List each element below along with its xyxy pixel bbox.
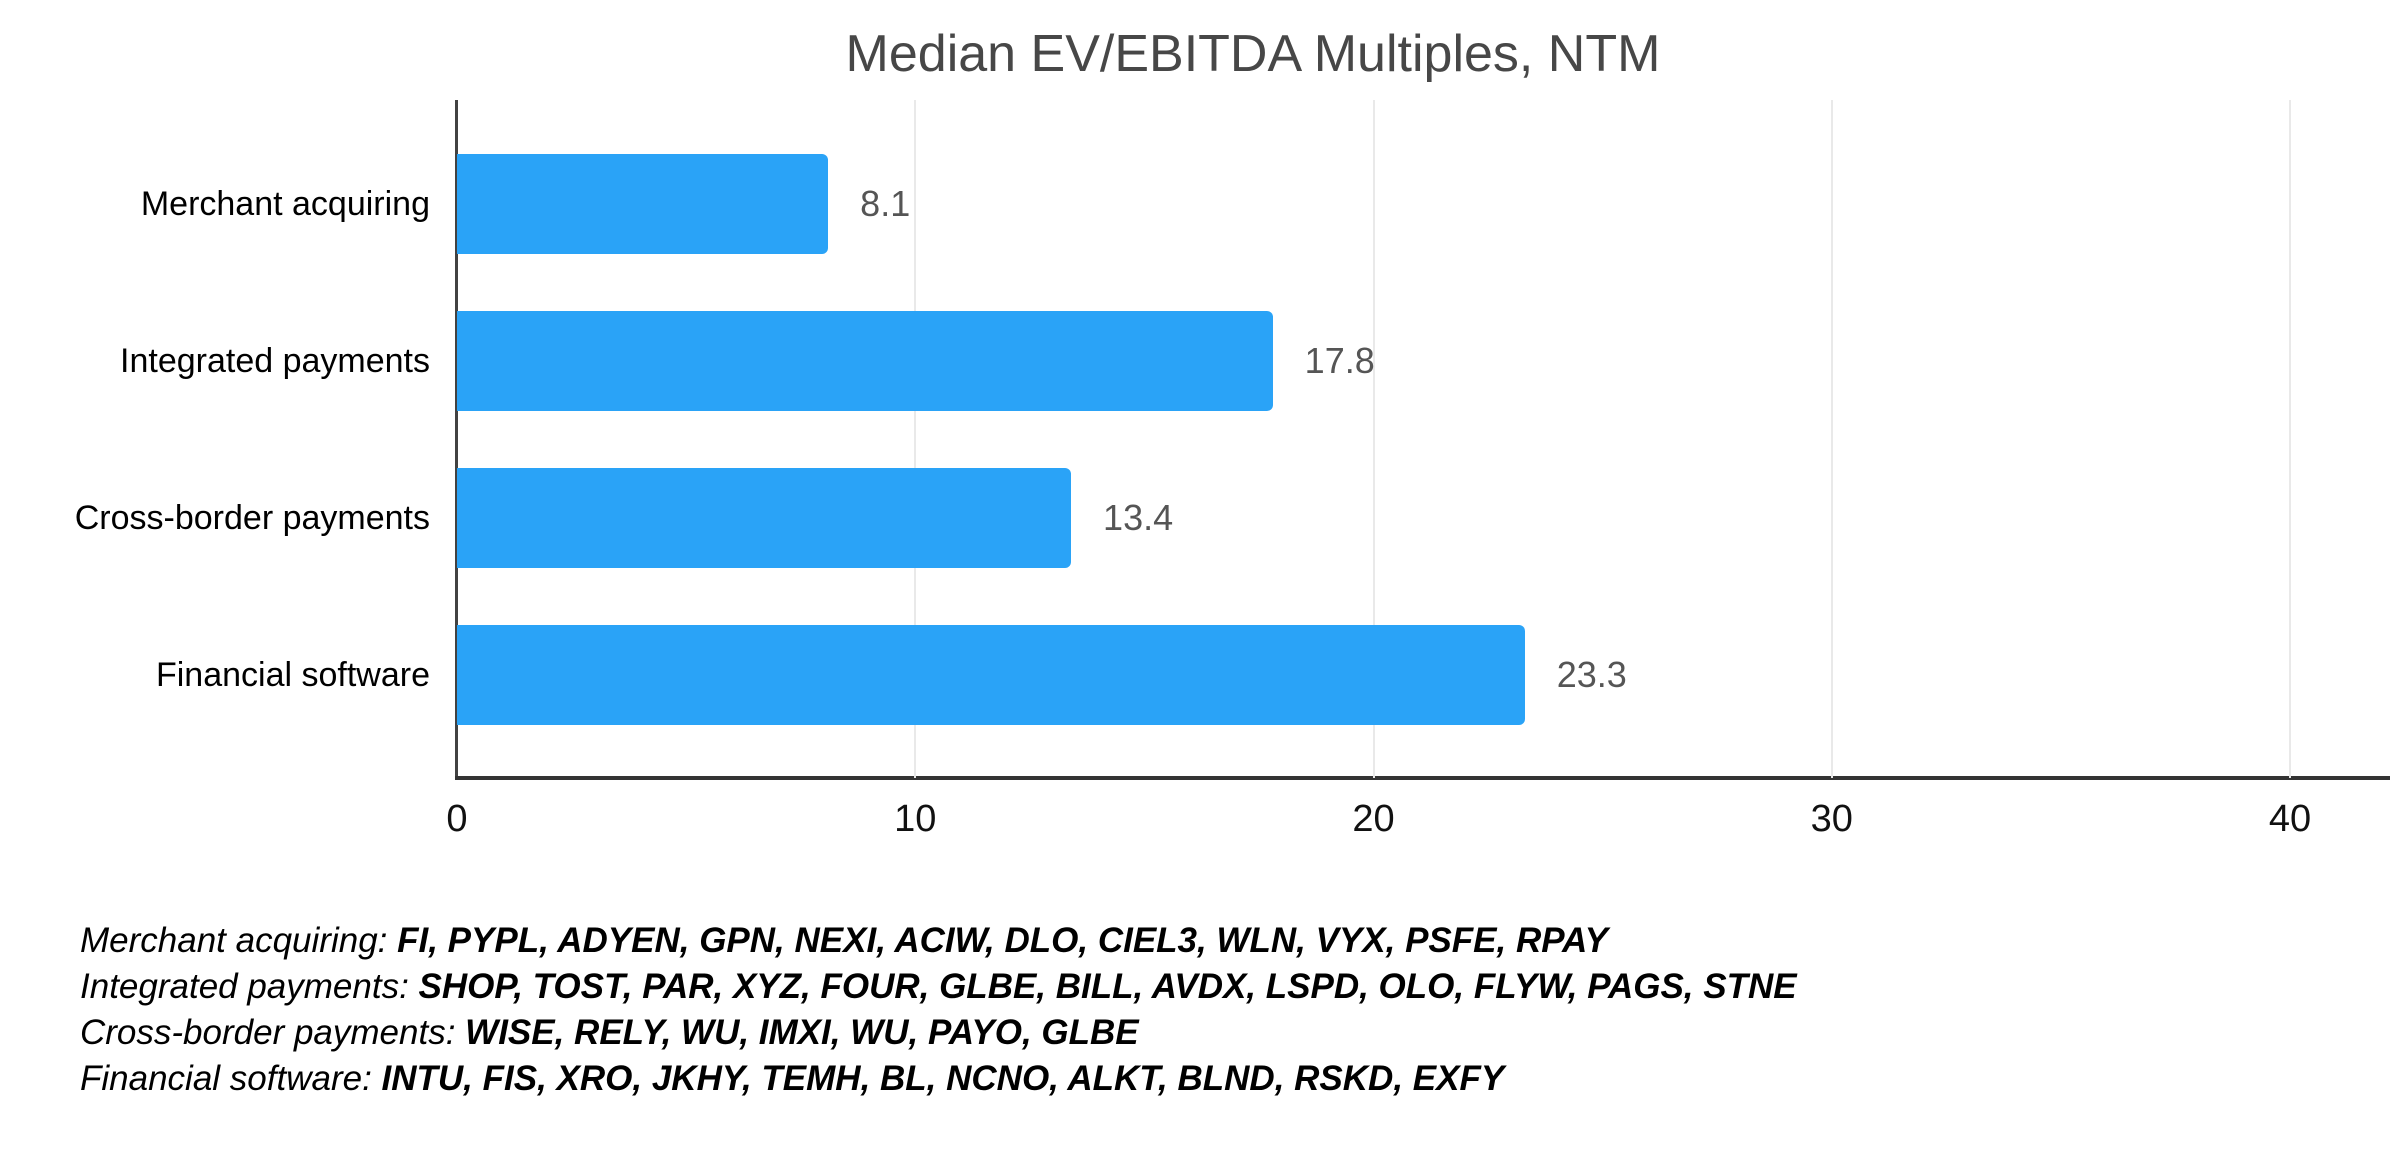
x-tick-label-30: 30 — [1810, 798, 1853, 840]
category-label: Cross-border payments — [74, 498, 430, 537]
legend-line-cross-border-payments: Cross-border payments: WISE, RELY, WU, I… — [80, 1010, 1797, 1056]
bar-1 — [457, 153, 829, 254]
x-tick-label-40: 40 — [2268, 798, 2312, 840]
legend-line-merchant-acquiring: Merchant acquiring: FI, PYPL, ADYEN, GPN… — [80, 918, 1797, 964]
bar-3 — [457, 467, 1072, 568]
bar-value-label: 17.8 — [1304, 339, 1375, 381]
legend-category-label: Merchant acquiring: — [80, 921, 388, 960]
ticker-legend: Merchant acquiring: FI, PYPL, ADYEN, GPN… — [80, 918, 1797, 1102]
legend-line-financial-software: Financial software: INTU, FIS, XRO, JKHY… — [80, 1056, 1797, 1102]
y-axis-line — [455, 100, 458, 778]
category-label: Integrated payments — [120, 341, 430, 380]
gridline-x-30 — [1830, 100, 1833, 778]
bar-2 — [457, 310, 1273, 411]
x-axis-line — [455, 776, 2390, 780]
legend-tickers: SHOP, TOST, PAR, XYZ, FOUR, GLBE, BILL, … — [418, 967, 1797, 1006]
gridline-x-40 — [2289, 100, 2291, 778]
legend-tickers: INTU, FIS, XRO, JKHY, TEMH, BL, NCNO, AL… — [381, 1059, 1505, 1098]
chart-title: Median EV/EBITDA Multiples, NTM — [845, 25, 1661, 83]
legend-category-label: Integrated payments: — [80, 967, 409, 1006]
x-tick-label-0: 0 — [446, 798, 468, 840]
bar-4 — [457, 624, 1525, 725]
legend-tickers: FI, PYPL, ADYEN, GPN, NEXI, ACIW, DLO, C… — [397, 921, 1608, 960]
x-tick-label-20: 20 — [1352, 798, 1395, 840]
bar-value-label: 13.4 — [1103, 496, 1174, 538]
gridline-x-20 — [1372, 100, 1375, 778]
legend-tickers: WISE, RELY, WU, IMXI, WU, PAYO, GLBE — [465, 1013, 1139, 1052]
category-label: Financial software — [155, 655, 430, 694]
plot-area: 8.1 17.8 13.4 23.3 — [457, 100, 2291, 778]
gridline-x-10 — [914, 100, 917, 778]
legend-category-label: Financial software: — [80, 1059, 372, 1098]
legend-line-integrated-payments: Integrated payments: SHOP, TOST, PAR, XY… — [80, 964, 1797, 1010]
x-tick-label-10: 10 — [894, 798, 937, 840]
bar-value-label: 23.3 — [1556, 653, 1627, 695]
category-label: Merchant acquiring — [140, 184, 430, 223]
bar-value-label: 8.1 — [860, 182, 911, 224]
legend-category-label: Cross-border payments: — [80, 1013, 456, 1052]
